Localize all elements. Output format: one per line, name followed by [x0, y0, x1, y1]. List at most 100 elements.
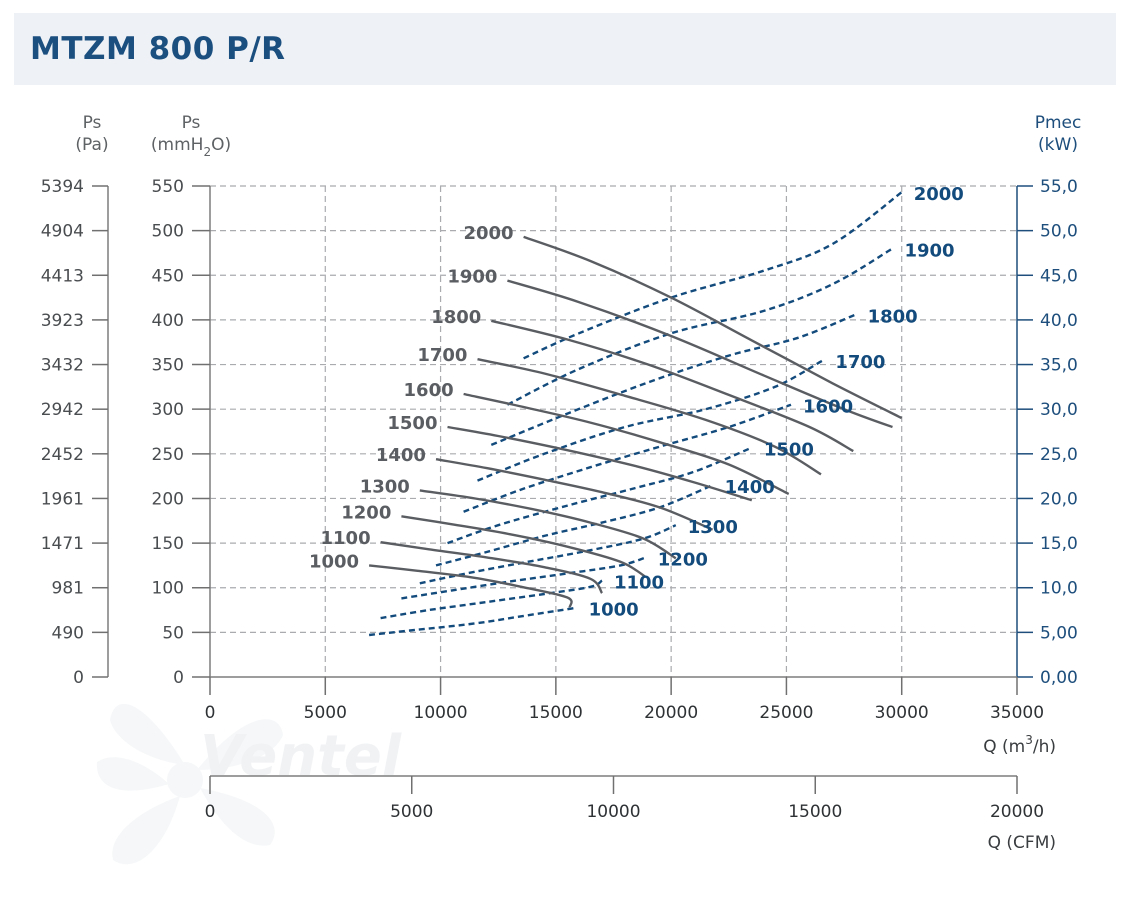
- curve-labels: 2000 1900 1800 1700 1600 1500 1400 1300 1200 1100…: [309, 184, 964, 620]
- watermark-brand: Ventel: [200, 724, 402, 789]
- pressure-curve-label: 1700: [417, 345, 467, 366]
- pa-axis-unit: (Pa): [75, 135, 108, 155]
- mmh2o-tick-label: 50: [162, 623, 184, 643]
- power-curve-label: 1000: [589, 599, 639, 620]
- pressure-curve-1300: [419, 489, 677, 560]
- pressure-curve-label: 1800: [431, 307, 481, 328]
- q-cfm-tick-label: 15000: [788, 802, 842, 822]
- mmh2o-tick-label: 200: [152, 489, 184, 509]
- chart-title: MTZM 800 P/R: [30, 31, 286, 67]
- power-curve-label: 1900: [904, 240, 954, 261]
- power-curve-label: 1400: [725, 477, 775, 498]
- q-m3h-tick-label: 25000: [759, 703, 813, 723]
- mmh2o-axis-unit: (mmH2O): [151, 135, 231, 159]
- pmec-axis-unit: (kW): [1038, 135, 1078, 155]
- q-m3h-tick-label: 20000: [644, 703, 698, 723]
- pressure-curve-1100: [380, 541, 604, 594]
- mmh2o-tick-label: 350: [152, 356, 184, 376]
- power-curve-label: 1700: [835, 352, 885, 373]
- q-cfm-axis-label: Q (CFM): [988, 833, 1056, 853]
- mmh2o-tick-label: 500: [152, 222, 184, 242]
- pressure-curve-1200: [401, 515, 647, 579]
- pressure-curve-2000: [523, 235, 903, 420]
- pressure-curve-label: 1500: [387, 413, 437, 434]
- power-curve-1900: [506, 247, 894, 406]
- pressure-curve-1600: [463, 392, 790, 496]
- title-bar: MTZM 800 P/R: [14, 13, 1116, 85]
- pmec-tick-label: 40,0: [1040, 311, 1078, 331]
- pa-tick-label: 490: [52, 623, 84, 643]
- pressure-curve-label: 1900: [447, 267, 497, 288]
- q-m3h-tick-label: 35000: [990, 703, 1044, 723]
- q-m3h-axis-ticks: 0 5000 10000 15000 20000 25000 30000 35000: [205, 677, 1044, 723]
- q-m3h-axis-label: Q (m3/h): [983, 733, 1056, 757]
- q-cfm-tick-label: 0: [205, 802, 216, 822]
- pa-tick-label: 2452: [41, 445, 84, 465]
- pressure-curve-label: 1200: [341, 502, 391, 523]
- pa-tick-label: 1961: [41, 489, 84, 509]
- pressure-curve-label: 1400: [376, 445, 426, 466]
- pressure-curve-1500: [447, 425, 753, 502]
- pressure-curve-1800: [491, 319, 854, 453]
- power-curve-label: 1200: [658, 549, 708, 570]
- mmh2o-tick-label: 250: [152, 445, 184, 465]
- power-curve-1600: [463, 403, 792, 513]
- mmh2o-tick-label: 150: [152, 534, 184, 554]
- power-curve-2000: [523, 191, 903, 360]
- mmh2o-tick-label: 400: [152, 311, 184, 331]
- q-m3h-tick-label: 30000: [875, 703, 929, 723]
- watermark: Ventel: [96, 703, 402, 865]
- pressure-curve-1000: [368, 564, 573, 608]
- pmec-axis-label: Pmec: [1035, 113, 1082, 133]
- pmec-tick-label: 5,00: [1040, 623, 1078, 643]
- mmh2o-tick-label: 300: [152, 400, 184, 420]
- power-curve-1400: [435, 483, 714, 567]
- pmec-tick-label: 45,0: [1040, 266, 1078, 286]
- power-curve-label: 1100: [614, 573, 664, 594]
- pa-tick-label: 0: [73, 668, 84, 688]
- power-curve-label: 1300: [688, 517, 738, 538]
- pa-tick-label: 981: [52, 579, 84, 599]
- power-curve-1100: [380, 579, 603, 620]
- pmec-tick-label: 55,0: [1040, 177, 1078, 197]
- power-curve-1200: [401, 556, 647, 600]
- pa-tick-label: 5394: [41, 177, 84, 197]
- mmh2o-tick-label: 550: [152, 177, 184, 197]
- mmh2o-tick-label: 0: [173, 668, 184, 688]
- power-curve-1000: [368, 606, 577, 637]
- q-cfm-axis-ticks: 0 5000 10000 15000 20000: [205, 776, 1044, 822]
- pmec-tick-label: 20,0: [1040, 489, 1078, 509]
- pressure-curve-1700: [477, 358, 822, 476]
- pressure-curve-label: 1600: [404, 380, 454, 401]
- q-m3h-tick-label: 5000: [304, 703, 347, 723]
- q-m3h-tick-label: 10000: [414, 703, 468, 723]
- pmec-tick-label: 0,00: [1040, 668, 1078, 688]
- q-m3h-tick-label: 0: [205, 703, 216, 723]
- power-curve-1700: [477, 359, 824, 482]
- pmec-tick-label: 10,0: [1040, 579, 1078, 599]
- pmec-tick-label: 35,0: [1040, 356, 1078, 376]
- power-curve-1500: [447, 446, 753, 545]
- pmec-tick-label: 30,0: [1040, 400, 1078, 420]
- power-curve-label: 1500: [764, 440, 814, 461]
- mmh2o-tick-label: 450: [152, 266, 184, 286]
- pmec-axis-ticks: 55,0 50,0 45,0 40,0 35,0 30,0 25,0 20,0 15,0 10,0…: [1017, 177, 1078, 688]
- q-cfm-tick-label: 5000: [390, 802, 433, 822]
- pa-tick-label: 4904: [41, 222, 84, 242]
- pmec-tick-label: 25,0: [1040, 445, 1078, 465]
- pa-tick-label: 3923: [41, 311, 84, 331]
- pa-tick-label: 3432: [41, 356, 84, 376]
- power-curve-1300: [419, 524, 677, 585]
- q-cfm-tick-label: 10000: [586, 802, 640, 822]
- pressure-curve-1900: [507, 279, 893, 429]
- pa-tick-label: 2942: [41, 400, 84, 420]
- pa-axis-ticks: 5394 4904 4413 3923 3432 2942 2452 1961 1471 981 4…: [41, 177, 108, 688]
- power-curve-label: 1600: [803, 397, 853, 418]
- pressure-curve-label: 2000: [463, 223, 513, 244]
- pressure-curve-label: 1300: [360, 476, 410, 497]
- fan-logo-watermark: [96, 703, 283, 865]
- power-curve-label: 2000: [914, 184, 964, 205]
- pmec-tick-label: 50,0: [1040, 222, 1078, 242]
